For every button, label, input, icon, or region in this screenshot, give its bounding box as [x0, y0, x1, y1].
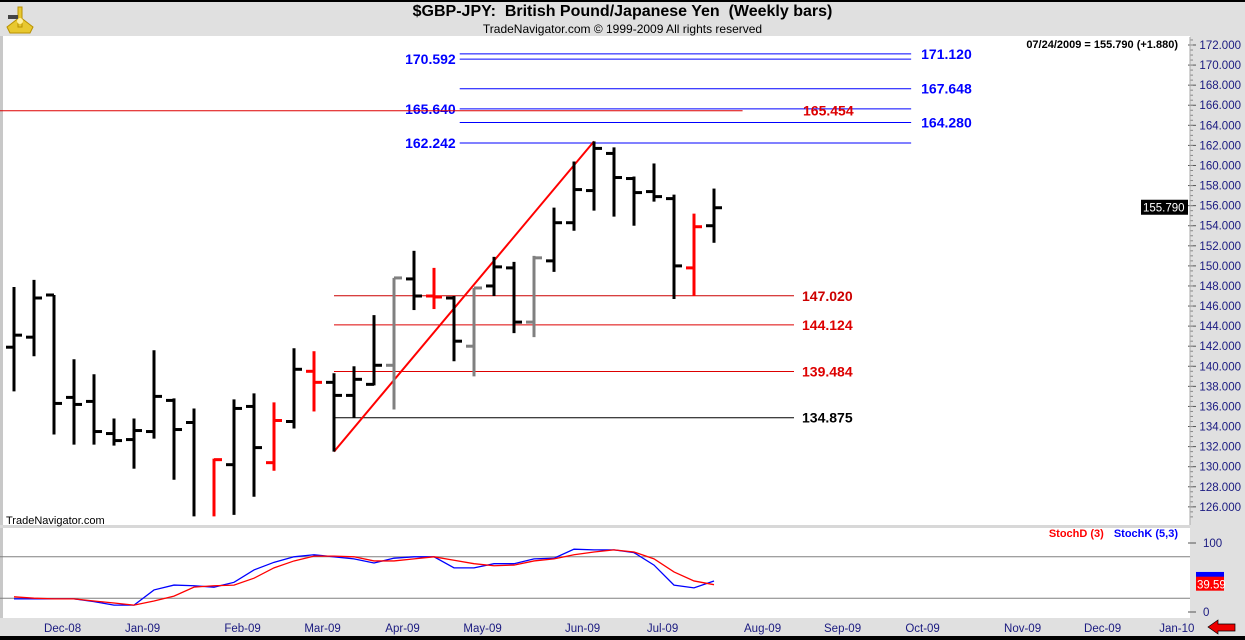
scroll-left-arrow-icon[interactable] [1207, 619, 1236, 635]
level-label: 170.592 [405, 51, 456, 67]
level-lines: 171.120 170.592 167.648 165.640 164.280 162.2… [0, 46, 972, 426]
price-tick-label: 144.000 [1199, 321, 1241, 333]
price-tick-label: 142.000 [1199, 341, 1241, 353]
time-tick-label: Jan-10 [1159, 623, 1194, 635]
level-label: 139.484 [802, 363, 853, 379]
stochastic-pane: 0 100 39.59 [0, 538, 1226, 619]
price-readout: 07/24/2009 = 155.790 (+1.880) [1026, 39, 1178, 51]
last-price-label: 155.790 [1143, 203, 1185, 215]
stoch-line-k [14, 548, 715, 606]
time-tick-label: Oct-09 [905, 623, 940, 635]
price-tick-label: 164.000 [1199, 120, 1241, 132]
price-tick-label: 162.000 [1199, 140, 1241, 152]
price-tick-label: 156.000 [1199, 201, 1241, 213]
price-tick-label: 166.000 [1199, 100, 1241, 112]
price-tick-label: 146.000 [1199, 301, 1241, 313]
price-tick-label: 148.000 [1199, 281, 1241, 293]
copyright-subtitle: TradeNavigator.com © 1999-2009 All right… [482, 22, 763, 36]
time-tick-label: Jan-09 [125, 623, 160, 635]
level-label: 134.875 [802, 410, 853, 426]
level-label: 171.120 [921, 46, 972, 62]
stoch-tick-label: 0 [1203, 607, 1209, 619]
chart-title: $GBP-JPY: British Pound/Japanese Yen (We… [412, 3, 833, 20]
time-tick-label: May-09 [463, 623, 501, 635]
watermark: TradeNavigator.com [6, 515, 105, 527]
price-axis-panel [1190, 36, 1245, 640]
time-tick-label: Apr-09 [385, 623, 420, 635]
level-label: 165.640 [405, 101, 456, 117]
stoch-legend: StochD (3) StochK (5,3) [1049, 528, 1179, 540]
time-tick-label: Jul-09 [647, 623, 678, 635]
price-tick-label: 140.000 [1199, 361, 1241, 373]
price-tick-label: 150.000 [1199, 261, 1241, 273]
legend-stochd: StochD (3) [1049, 528, 1104, 540]
level-label: 144.124 [802, 317, 853, 333]
time-tick-label: Feb-09 [224, 623, 260, 635]
price-tick-label: 128.000 [1199, 482, 1241, 494]
trendline [333, 140, 595, 453]
price-tick-label: 134.000 [1199, 422, 1241, 434]
price-bars [6, 141, 722, 517]
price-tick-label: 126.000 [1199, 502, 1241, 514]
time-tick-label: Nov-09 [1004, 623, 1041, 635]
level-label: 164.280 [921, 115, 972, 131]
price-axis: 126.000 128.000 130.000 132.000 134.000 136.0… [1141, 37, 1241, 525]
time-tick-label: Mar-09 [304, 623, 340, 635]
level-label: 147.020 [802, 288, 853, 304]
price-tick-label: 168.000 [1199, 80, 1241, 92]
stochd-value-label: 39.59 [1197, 580, 1226, 592]
price-tick-label: 170.000 [1199, 60, 1241, 72]
stoch-tick-label: 100 [1203, 538, 1222, 550]
price-tick-label: 160.000 [1199, 160, 1241, 172]
price-tick-label: 158.000 [1199, 181, 1241, 193]
time-tick-label: Dec-09 [1084, 623, 1121, 635]
time-tick-label: Jun-09 [565, 623, 600, 635]
price-tick-label: 172.000 [1199, 40, 1241, 52]
level-label: 167.648 [921, 81, 972, 97]
time-tick-label: Sep-09 [824, 623, 861, 635]
last-price-box [1141, 199, 1188, 215]
level-label: 162.242 [405, 135, 456, 151]
legend-stochk: StochK (5,3) [1114, 528, 1179, 540]
price-tick-label: 130.000 [1199, 462, 1241, 474]
time-axis-panel [0, 618, 1190, 636]
level-label: 165.454 [803, 103, 854, 119]
price-tick-label: 136.000 [1199, 401, 1241, 413]
price-tick-label: 154.000 [1199, 221, 1241, 233]
sextant-icon[interactable] [4, 5, 36, 35]
price-tick-label: 152.000 [1199, 241, 1241, 253]
time-tick-label: Dec-08 [44, 623, 81, 635]
time-tick-label: Aug-09 [744, 623, 781, 635]
pane-divider[interactable] [0, 525, 1190, 528]
price-tick-label: 132.000 [1199, 442, 1241, 454]
title-bar: $GBP-JPY: British Pound/Japanese Yen (We… [0, 0, 1245, 36]
stochd-value-box [1196, 576, 1224, 591]
trendline-layer [333, 140, 595, 453]
bottom-border [0, 636, 1245, 640]
left-border [0, 36, 3, 626]
time-axis: Dec-08 Jan-09 Feb-09 Mar-09 Apr-09 May-09 Jun-… [44, 623, 1194, 635]
price-tick-label: 138.000 [1199, 381, 1241, 393]
stoch-line-d [13, 549, 715, 606]
